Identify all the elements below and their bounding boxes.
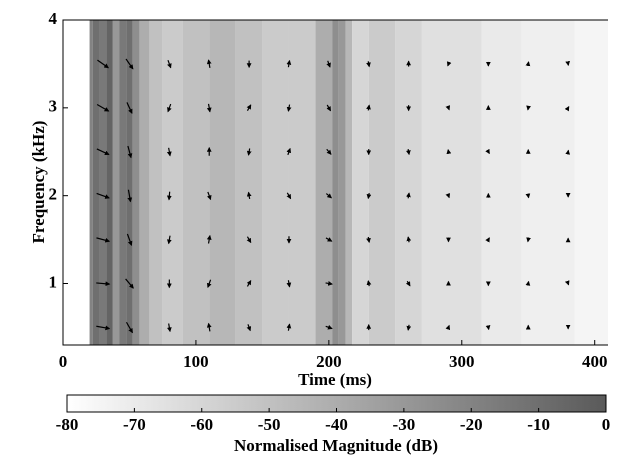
arrow (528, 194, 529, 198)
magnitude-stripe (93, 20, 100, 345)
colorbar-tick-label: -70 (123, 415, 146, 434)
arrow (528, 282, 529, 286)
arrow (169, 192, 170, 200)
magnitude-stripe (522, 20, 575, 345)
magnitude-stripe (139, 20, 149, 345)
magnitude-stripe (149, 20, 162, 345)
y-axis-label: Frequency (kHz) (29, 121, 48, 244)
arrow (528, 238, 529, 242)
magnitude-stripe (316, 20, 333, 345)
arrow (528, 106, 529, 110)
magnitude-stripe (395, 20, 422, 345)
magnitude-stripe (106, 20, 113, 345)
magnitude-stripe (126, 20, 133, 345)
y-tick-label: 3 (49, 97, 58, 116)
magnitude-stripe (133, 20, 140, 345)
magnitude-stripe (209, 20, 236, 345)
magnitude-stripe (90, 20, 93, 345)
colorbar-label: Normalised Magnitude (dB) (234, 436, 438, 455)
x-tick-label: 200 (316, 352, 342, 371)
magnitude-stripe (422, 20, 449, 345)
magnitude-stripe (113, 20, 120, 345)
colorbar-tick-label: -60 (190, 415, 213, 434)
magnitude-stripe (482, 20, 522, 345)
x-tick-label: 0 (59, 352, 68, 371)
colorbar-tick-label: -40 (325, 415, 348, 434)
x-tick-label: 400 (582, 352, 608, 371)
y-tick-label: 1 (49, 272, 58, 291)
magnitude-stripe (289, 20, 316, 345)
y-tick-label: 2 (49, 185, 58, 204)
x-axis-label: Time (ms) (298, 370, 372, 389)
arrow (568, 282, 569, 284)
arrow (488, 325, 489, 329)
colorbar-tick-label: 0 (602, 415, 611, 434)
magnitude-stripe (100, 20, 107, 345)
colorbar-tick-label: -20 (460, 415, 483, 434)
colorbar-tick-label: -10 (527, 415, 550, 434)
magnitude-stripe (332, 20, 339, 345)
x-tick-label: 300 (449, 352, 475, 371)
arrow (448, 150, 449, 154)
magnitude-stripe (345, 20, 352, 345)
magnitude-stripe (236, 20, 263, 345)
magnitude-stripe (262, 20, 289, 345)
magnitude-stripe (163, 20, 183, 345)
magnitude-stripe (339, 20, 346, 345)
magnitude-stripe (369, 20, 396, 345)
arrow (528, 62, 529, 66)
x-tick-label: 100 (183, 352, 209, 371)
magnitude-stripe (183, 20, 210, 345)
magnitude-stripe (352, 20, 369, 345)
colorbar-tick-label: -80 (56, 415, 79, 434)
colorbar-tick-label: -50 (258, 415, 281, 434)
y-tick-label: 4 (49, 9, 58, 28)
spectrogram (90, 20, 608, 345)
magnitude-stripe (119, 20, 126, 345)
magnitude-stripe (448, 20, 481, 345)
colorbar-tick-label: -30 (393, 415, 416, 434)
magnitude-stripe (575, 20, 608, 345)
